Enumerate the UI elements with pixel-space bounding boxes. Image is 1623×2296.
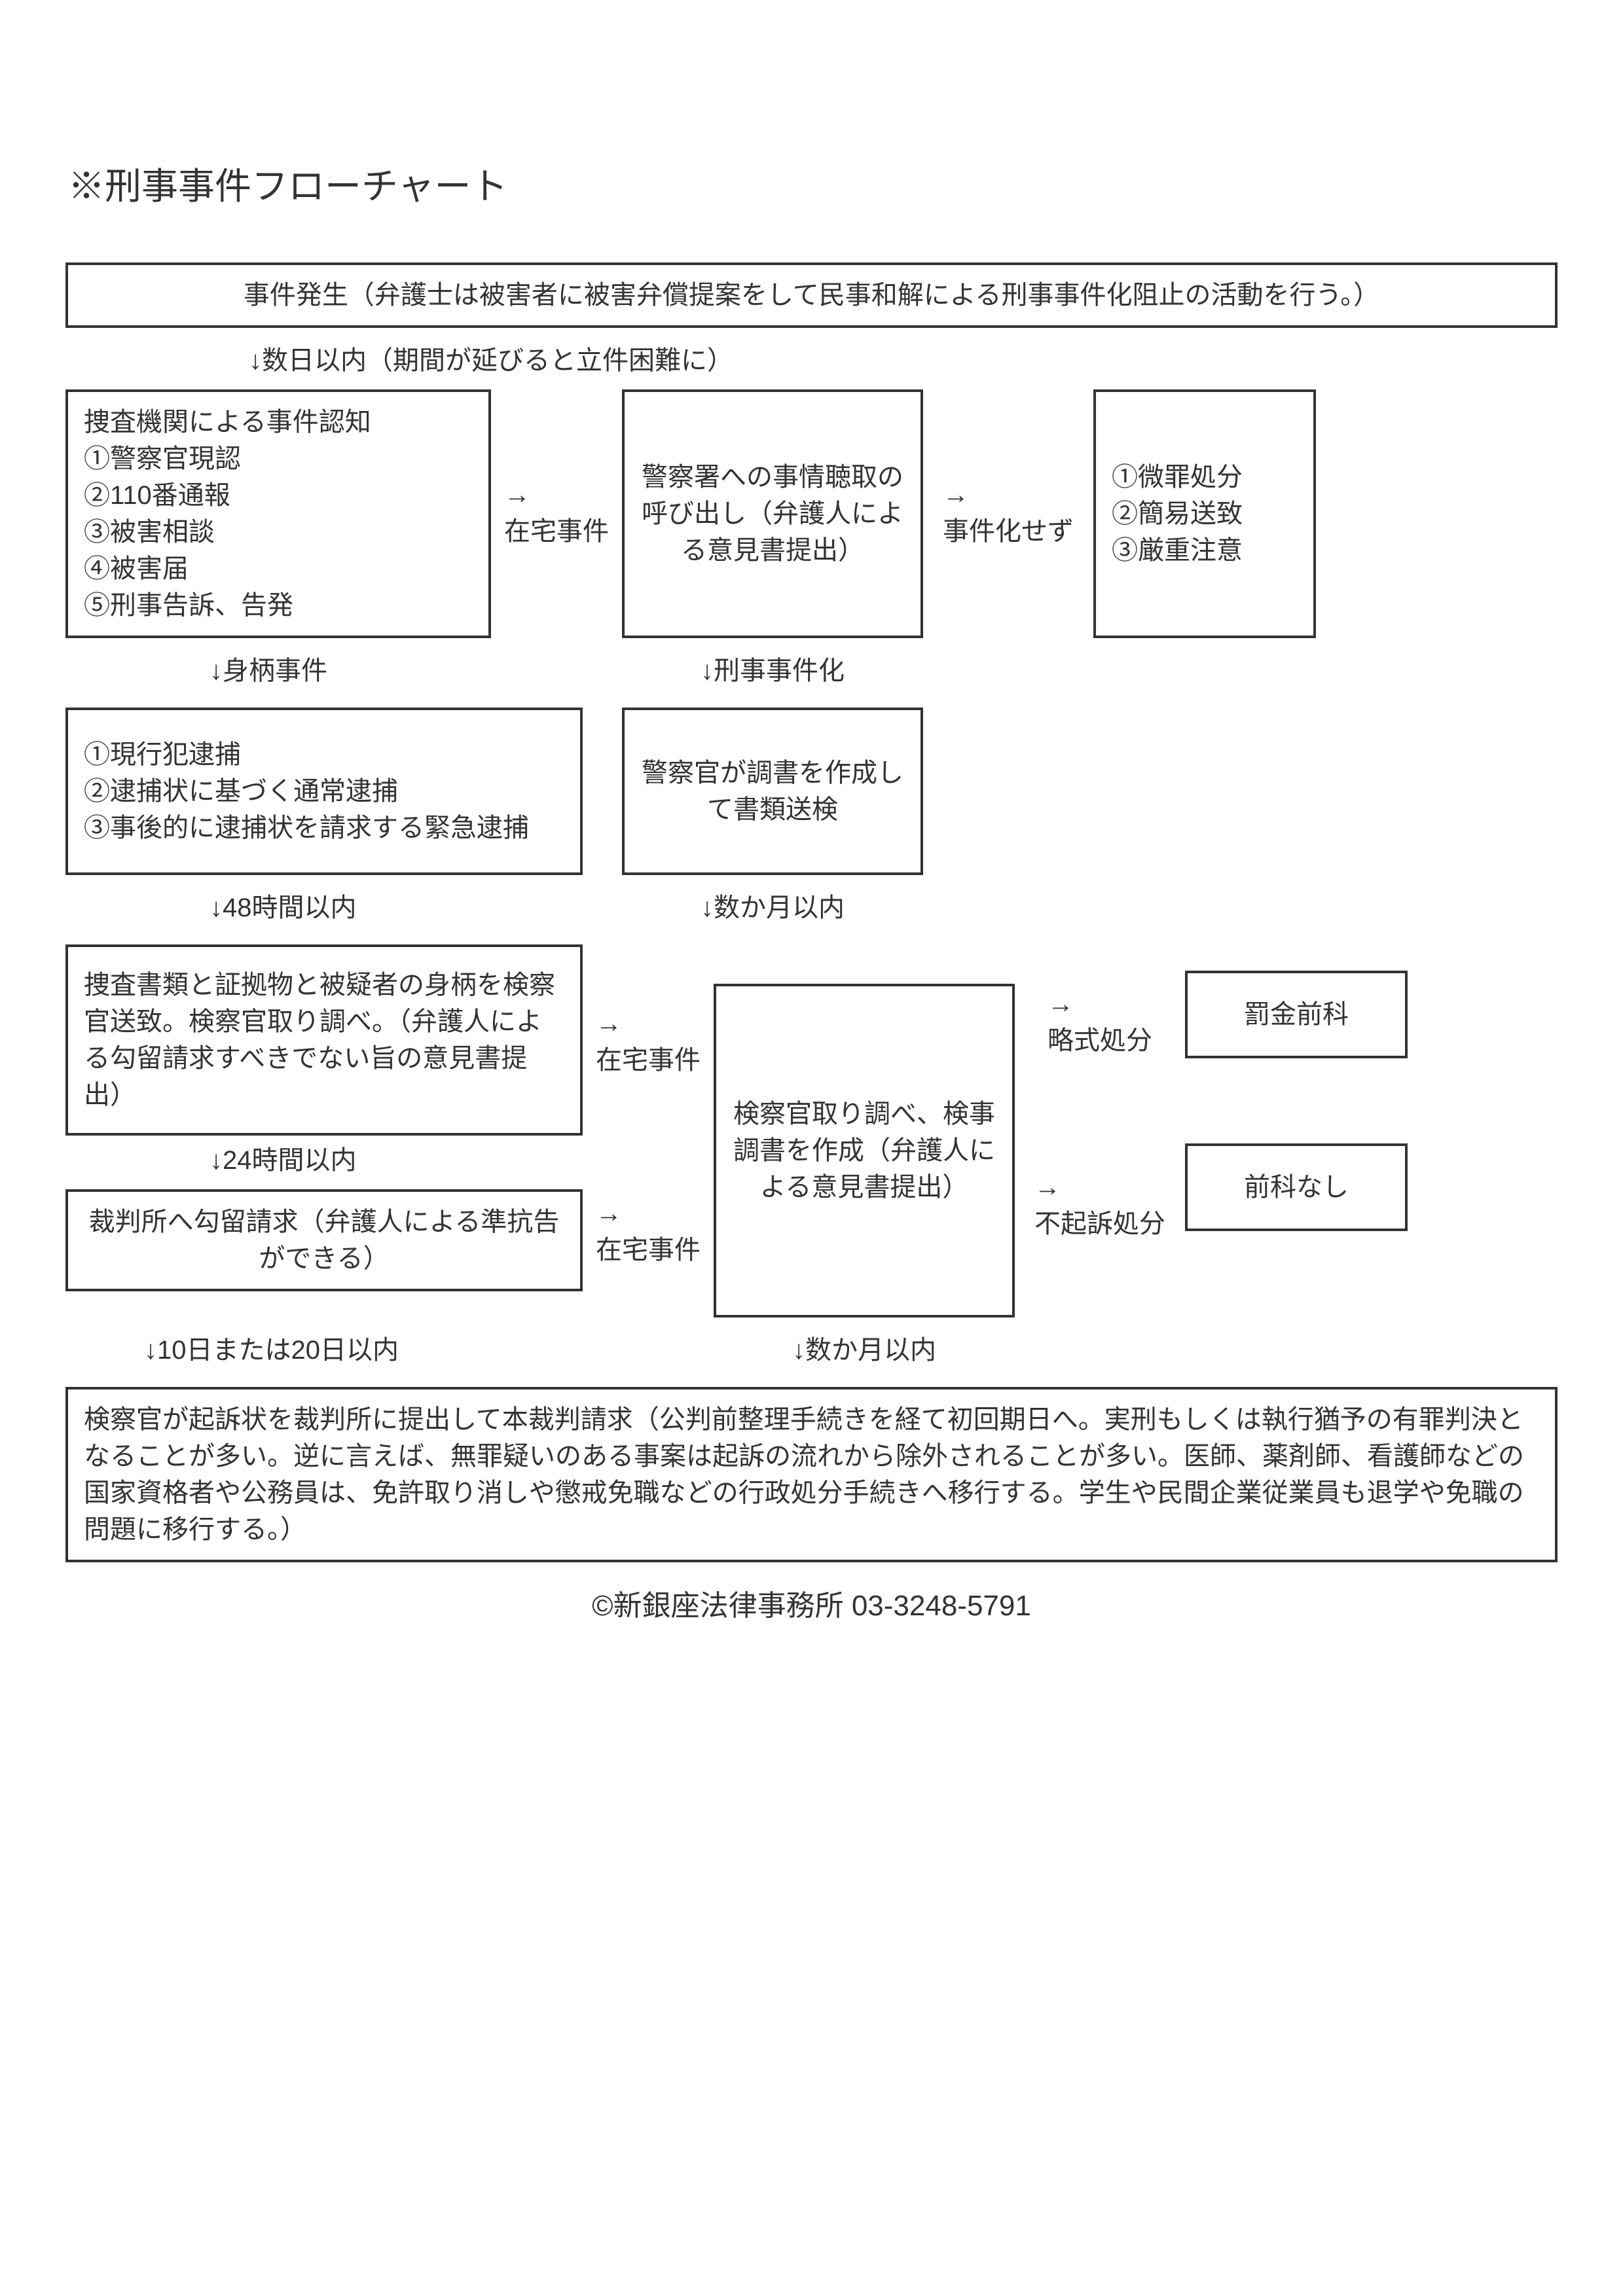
arrow-home3: → 在宅事件 [583,1187,714,1278]
arrow-24h: ↓24時間以内 [65,1136,583,1189]
arrow-home2: → 在宅事件 [583,944,714,1141]
node-arrest: ①現行犯逮捕 ②逮捕状に基づく通常逮捕 ③事後的に逮捕状を請求する緊急逮捕 [65,708,583,875]
arrow-summary: → 略式処分 [1015,971,1185,1075]
node-police-record: 警察官が調書を作成して書類送検 [622,708,923,875]
chart-title: ※刑事事件フローチャート [65,157,1558,210]
node-fine: 罰金前科 [1185,971,1408,1058]
arrow-48h: ↓48時間以内 [65,889,583,926]
node-send-prosecutor: 捜査書類と証拠物と被疑者の身柄を検察官送致。検察官取り調べ。（弁護人による勾留請… [65,944,583,1136]
node-incident: 事件発生（弁護士は被害者に被害弁償提案をして民事和解による刑事事件化阻止の活動を… [65,262,1558,328]
arrow-noprosecute: → 不起訴処分 [1015,1154,1185,1259]
node-trial: 検察官が起訴状を裁判所に提出して本裁判請求（公判前整理手続きを経て初回期日へ。実… [65,1387,1558,1562]
arrow-nocase: → 事件化せず [923,389,1093,638]
arrow-months1: ↓数か月以内 [622,889,923,926]
arrow-10-20: ↓10日または20日以内 [65,1332,583,1369]
arrow-criminalize: ↓刑事事件化 [622,653,923,689]
node-police-summon: 警察署への事情聴取の呼び出し（弁護人による意見書提出） [622,389,923,638]
arrow-days: ↓数日以内（期間が延びると立件困難に） [65,336,1558,389]
node-minor-disp: ①微罪処分 ②簡易送致 ③厳重注意 [1093,389,1316,638]
arrow-home1: → 在宅事件 [491,389,622,638]
node-detention-request: 裁判所へ勾留請求（弁護人による準抗告ができる） [65,1189,583,1291]
arrow-custody: ↓身柄事件 [65,653,491,689]
node-norecord: 前科なし [1185,1143,1408,1231]
footer-credit: ©新銀座法律事務所 03-3248-5791 [65,1582,1558,1624]
node-prosecutor-interview: 検察官取り調べ、検事調書を作成（弁護人による意見書提出） [714,984,1015,1318]
node-recognition: 捜査機関による事件認知 ①警察官現認 ②110番通報 ③被害相談 ④被害届 ⑤刑… [65,389,491,638]
arrow-months2: ↓数か月以内 [714,1332,1015,1369]
